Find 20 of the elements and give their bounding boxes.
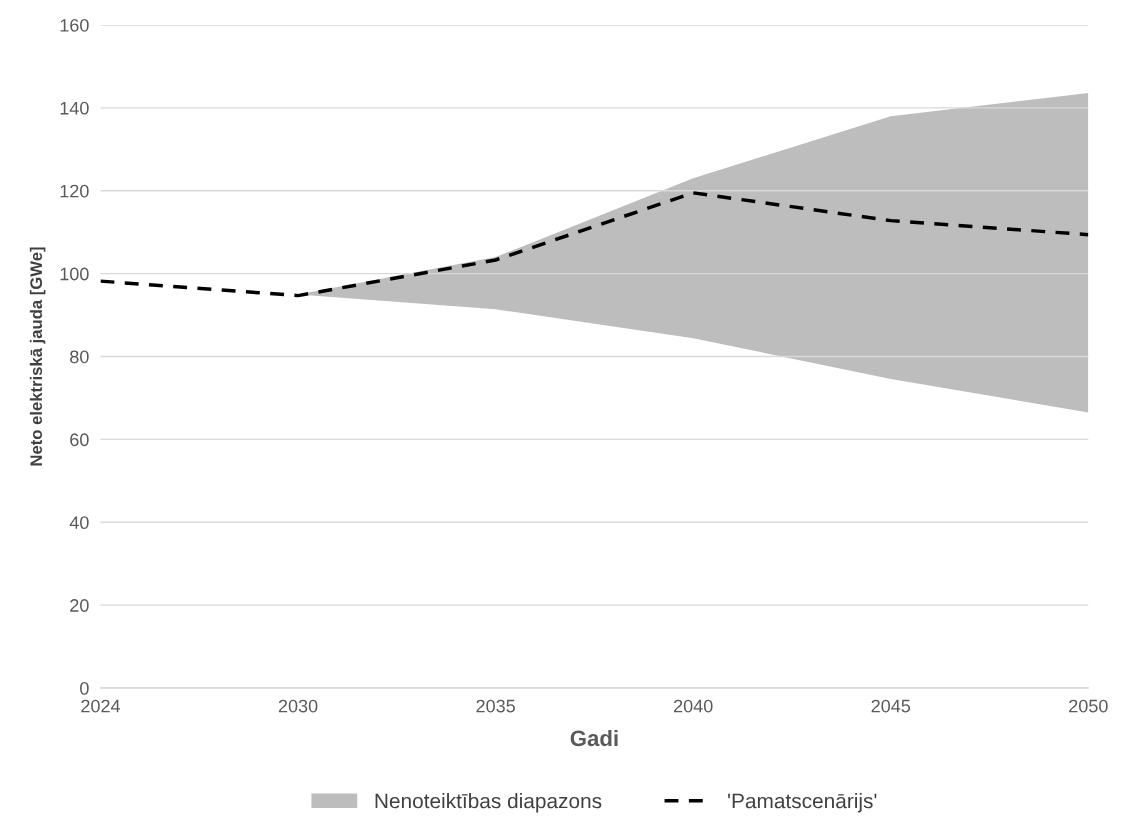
x-tick-label: 2030 [278, 699, 318, 713]
x-tick-label: 2050 [1069, 699, 1108, 713]
y-tick-label: 60 [70, 433, 89, 447]
y-tick-label: 120 [60, 184, 89, 198]
y-tick-label: 160 [60, 18, 89, 32]
x-tick-label: 2045 [871, 699, 911, 713]
line-series [100, 191, 1089, 298]
y-axis-title: Neto elektriskā jauda [GWe] [29, 247, 46, 466]
y-tick-label: 20 [70, 599, 89, 612]
x-tick-label: 2035 [476, 699, 515, 713]
legend-label: Nenoteiktības diapazons [375, 792, 602, 813]
y-tick-label: 40 [69, 516, 89, 530]
y-tick-label: 140 [60, 101, 89, 115]
y-tick-label: 0 [80, 681, 89, 695]
x-axis-title: Gadi [570, 729, 618, 747]
y-tick-label: 100 [60, 267, 89, 281]
x-tick-label: 2040 [674, 699, 713, 713]
legend-label: 'Pamatscenārijs' [728, 792, 877, 813]
y-tick-label: 80 [70, 350, 89, 364]
x-tick-label: 2024 [81, 699, 121, 713]
